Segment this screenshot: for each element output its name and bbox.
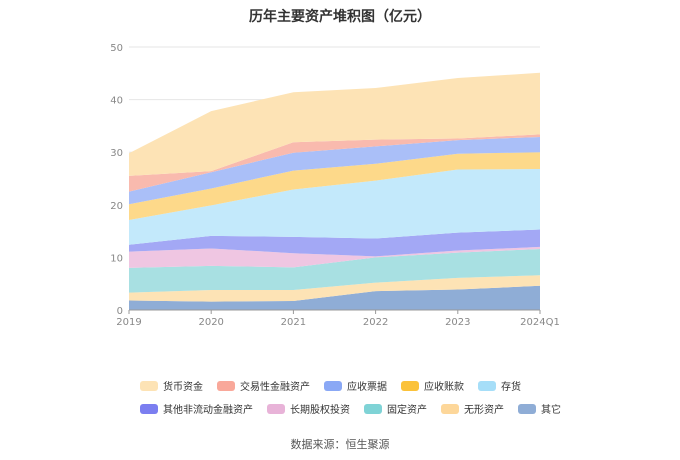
area-存货: [129, 169, 540, 245]
x-tick-label: 2020: [198, 317, 223, 328]
area-无形资产: [129, 275, 540, 302]
legend-item[interactable]: 交易性金融资产: [217, 378, 310, 393]
area-固定资产: [129, 248, 540, 293]
legend-label: 存货: [501, 382, 521, 393]
x-tick-label: 2024Q1: [520, 317, 560, 328]
legend-item[interactable]: 应收票据: [324, 378, 387, 393]
legend-label: 货币资金: [163, 382, 203, 393]
data-source: 数据来源：恒生聚源: [290, 438, 390, 451]
legend-swatch: [140, 403, 158, 414]
chart-title: 历年主要资产堆积图（亿元）: [249, 9, 431, 25]
legend-swatch: [364, 403, 382, 414]
y-tick-label: 20: [110, 201, 123, 212]
legend-swatch: [478, 380, 496, 391]
y-tick-label: 40: [110, 96, 123, 107]
legend-label: 应收票据: [347, 382, 387, 393]
x-tick-label: 2021: [281, 317, 306, 328]
legend-row: 其他非流动金融资产 长期股权投资 固定资产 无形资产 其它: [140, 401, 561, 416]
legend-label: 其他非流动金融资产: [163, 405, 253, 416]
legend-item[interactable]: 货币资金: [140, 378, 203, 393]
axes: 0 10 20 30 40 50 2019 2020 2021 2022 2023 2024Q1: [110, 43, 560, 328]
legend-item[interactable]: 固定资产: [364, 401, 427, 416]
legend-label: 应收账款: [424, 382, 464, 393]
stacked-area-chart: 0 10 20 30 40 50 2019 2020 2021 2022 2023 2024Q1: [110, 43, 560, 328]
area-其他非流动金融资产: [129, 229, 540, 257]
legend-item[interactable]: 无形资产: [441, 401, 504, 416]
x-tick-label: 2019: [116, 317, 141, 328]
legend-label: 交易性金融资产: [240, 382, 310, 393]
legend-swatch: [401, 380, 419, 391]
x-tick-label: 2022: [363, 317, 388, 328]
legend-swatch: [441, 403, 459, 414]
legend-swatch: [217, 380, 235, 391]
area-series: [129, 72, 540, 310]
area-交易性金融资产: [129, 134, 540, 192]
legend-swatch: [518, 403, 536, 414]
legend-label: 固定资产: [387, 405, 427, 416]
area-货币资金: [129, 72, 540, 176]
y-tick-label: 50: [110, 43, 123, 54]
legend-swatch: [324, 380, 342, 391]
legend-row: 货币资金 交易性金融资产 应收票据 应收账款 存货: [140, 378, 560, 393]
area-其它: [129, 285, 540, 310]
legend-label: 其它: [541, 405, 561, 416]
legend-item[interactable]: 其他非流动金融资产: [140, 401, 253, 416]
legend-swatch: [267, 403, 285, 414]
legend-label: 无形资产: [464, 405, 504, 416]
legend-item[interactable]: 存货: [478, 378, 521, 393]
area-长期股权投资: [129, 246, 540, 268]
legend-item[interactable]: 应收账款: [401, 378, 464, 393]
legend-item[interactable]: 其它: [518, 401, 561, 416]
area-应收票据: [129, 136, 540, 205]
area-应收账款: [129, 152, 540, 221]
legend-item[interactable]: 长期股权投资: [267, 401, 350, 416]
y-tick-label: 10: [110, 253, 123, 264]
y-tick-label: 0: [117, 306, 123, 317]
x-tick-label: 2023: [445, 317, 470, 328]
legend-swatch: [140, 380, 158, 391]
legend-label: 长期股权投资: [290, 405, 350, 416]
legend: 货币资金 交易性金融资产 应收票据 应收账款 存货 其他非流动金融资产 长期股权投资 固定资…: [140, 378, 561, 424]
y-tick-label: 30: [110, 148, 123, 159]
